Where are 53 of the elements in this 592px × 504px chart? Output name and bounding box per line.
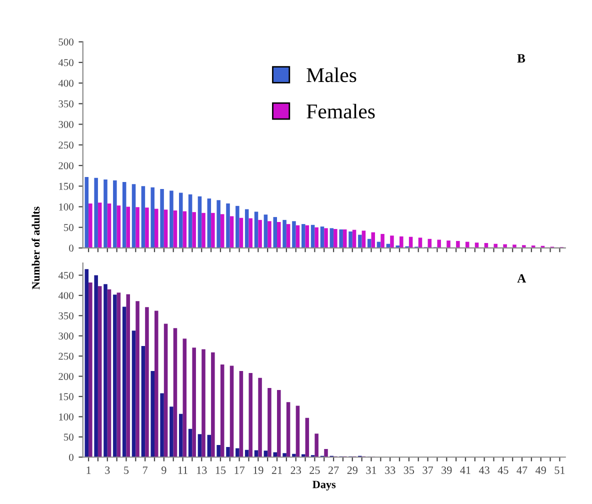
- y-tick-label: 350: [58, 100, 74, 108]
- y-tick-label: 400: [58, 80, 74, 87]
- y-tick-label: 250: [58, 142, 74, 149]
- y-tick-label: 0: [69, 244, 74, 252]
- x-tick-label: 11: [178, 466, 188, 474]
- y-tick-label: 100: [59, 413, 74, 420]
- x-tick-label: 1: [86, 466, 91, 474]
- x-tick-label: 27: [328, 466, 339, 474]
- y-tick-label: 350: [58, 312, 74, 320]
- y-tick-label: 500: [58, 38, 74, 46]
- y-tick-label: 200: [58, 162, 74, 170]
- y-tick-label: 150: [59, 393, 74, 400]
- x-tick-label: 13: [197, 466, 207, 474]
- x-tick-label: 21: [272, 466, 282, 474]
- x-tick-label: 17: [234, 466, 245, 474]
- x-tick-label: 51: [554, 466, 565, 474]
- x-tick-label: 37: [422, 466, 434, 474]
- y-tick-label: 450: [58, 272, 74, 279]
- x-tick-label: 35: [404, 466, 414, 474]
- x-tick-label: 47: [516, 466, 528, 474]
- annotation: A: [517, 274, 526, 282]
- legend-label: Males: [306, 68, 356, 82]
- x-tick-label: 43: [478, 466, 490, 474]
- legend-label: Females: [306, 104, 375, 118]
- x-tick-label: 45: [498, 466, 508, 474]
- y-tick-label: 0: [69, 454, 74, 461]
- y-tick-label: 300: [58, 332, 74, 340]
- y-tick-label: 250: [58, 352, 74, 360]
- x-tick-label: 49: [536, 466, 546, 474]
- y-tick-label: 50: [64, 224, 74, 232]
- x-tick-label: 29: [347, 466, 358, 474]
- x-tick-label: 3: [105, 466, 110, 474]
- x-tick-label: 41: [460, 466, 470, 474]
- x-tick-label: 33: [385, 466, 396, 474]
- y-tick-label: 150: [59, 182, 74, 190]
- y-tick-label: 300: [58, 120, 74, 128]
- x-tick-label: 9: [162, 466, 166, 474]
- y-tick-label: 450: [58, 59, 74, 66]
- y-axis-title: Number of adults: [32, 206, 40, 290]
- annotation: B: [517, 54, 526, 62]
- y-tick-label: 400: [58, 292, 74, 300]
- x-tick-label: 23: [290, 466, 301, 474]
- x-tick-label: 5: [124, 466, 129, 474]
- y-tick-label: 200: [58, 372, 74, 380]
- x-tick-label: 31: [366, 466, 376, 474]
- x-tick-label: 7: [143, 466, 148, 474]
- y-tick-label: 50: [64, 434, 74, 441]
- x-tick-label: 25: [310, 466, 320, 474]
- x-axis-title: Days: [312, 480, 336, 490]
- y-tick-label: 100: [59, 203, 74, 210]
- x-tick-label: 39: [442, 466, 452, 474]
- x-tick-label: 19: [254, 466, 264, 474]
- x-tick-label: 15: [216, 466, 226, 474]
